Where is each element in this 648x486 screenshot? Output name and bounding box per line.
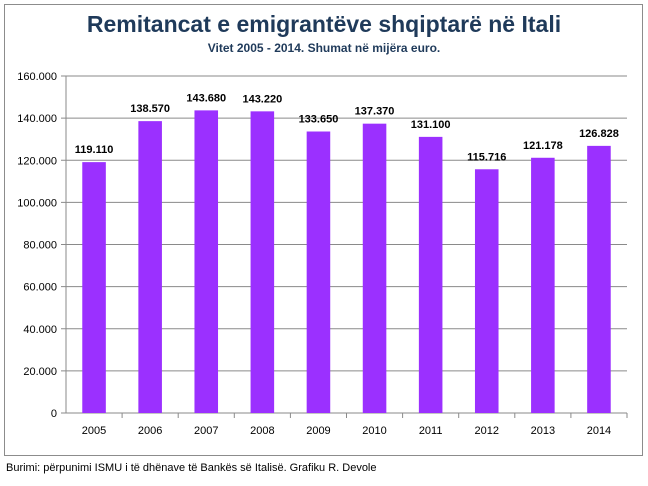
data-label: 131.100 <box>411 119 451 131</box>
y-tick-label: 120.000 <box>17 155 57 167</box>
data-label: 138.570 <box>130 103 170 115</box>
data-label: 126.828 <box>579 128 619 140</box>
bar <box>138 121 162 414</box>
data-label: 115.716 <box>467 151 506 163</box>
x-tick-label: 2007 <box>194 425 218 437</box>
y-tick-label: 60.000 <box>23 282 57 294</box>
bar <box>306 131 331 413</box>
x-tick-label: 2008 <box>250 425 274 437</box>
x-tick-label: 2010 <box>362 425 386 437</box>
bar <box>250 111 275 414</box>
bar <box>587 145 611 413</box>
x-tick-label: 2014 <box>587 425 611 437</box>
data-label: 143.680 <box>186 92 226 104</box>
data-label: 119.110 <box>75 144 114 156</box>
chart-subtitle: Vitet 2005 - 2014. Shumat në mijëra euro… <box>207 41 441 55</box>
bar <box>362 123 387 414</box>
data-label: 137.370 <box>355 106 395 118</box>
y-tick-label: 80.000 <box>23 240 57 252</box>
data-label: 143.220 <box>242 93 282 105</box>
bar <box>194 110 219 414</box>
x-tick-label: 2006 <box>138 425 162 437</box>
bar <box>418 136 443 414</box>
x-tick-label: 2013 <box>531 425 555 437</box>
y-tick-label: 20.000 <box>23 366 57 378</box>
y-tick-label: 40.000 <box>23 324 57 336</box>
x-tick-label: 2011 <box>419 425 443 437</box>
y-tick-label: 0 <box>51 408 57 420</box>
chart-title: Remitancat e emigrantëve shqiptarë në It… <box>86 11 562 37</box>
bar <box>531 157 555 413</box>
source-note: Burimi: përpunimi ISMU i të dhënave të B… <box>6 462 377 474</box>
x-tick-label: 2009 <box>306 425 330 437</box>
y-tick-label: 160.000 <box>17 71 57 83</box>
y-tick-label: 100.000 <box>17 197 57 209</box>
x-tick-label: 2012 <box>475 425 499 437</box>
data-label: 133.650 <box>299 113 339 125</box>
data-label: 121.178 <box>523 140 563 152</box>
bar <box>82 162 106 413</box>
x-tick-label: 2005 <box>82 425 106 437</box>
y-tick-label: 140.000 <box>17 113 57 125</box>
bar <box>474 169 499 413</box>
